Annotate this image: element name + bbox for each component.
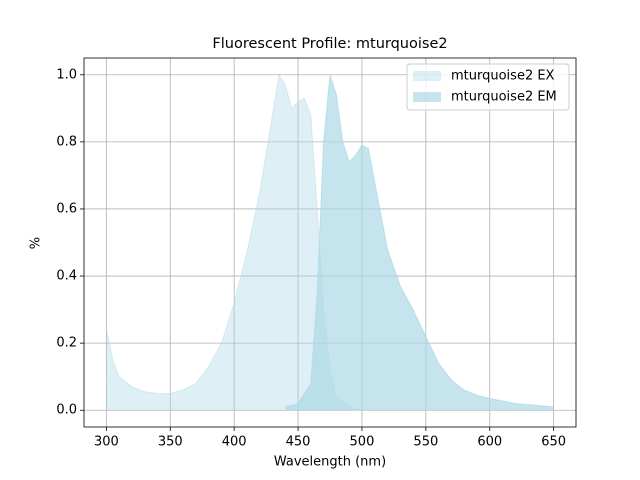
x-tick-label: 650	[541, 435, 566, 450]
y-tick-label: 0.0	[56, 403, 77, 418]
legend-label: mturquoise2 EX	[451, 69, 555, 84]
y-tick-label: 0.2	[56, 336, 77, 351]
y-tick-label: 0.6	[56, 201, 77, 216]
legend-swatch	[413, 71, 441, 81]
x-tick-label: 600	[477, 435, 502, 450]
x-tick-label: 350	[158, 435, 183, 450]
chart-title: Fluorescent Profile: mturquoise2	[212, 36, 447, 52]
x-tick-label: 500	[350, 435, 375, 450]
x-tick-label: 400	[222, 435, 247, 450]
legend-swatch	[413, 92, 441, 102]
area-edge	[285, 74, 554, 408]
plot-frame	[83, 57, 577, 428]
y-tick-label: 0.4	[56, 269, 77, 284]
y-tick-label: 0.8	[56, 134, 77, 149]
legend	[406, 63, 570, 111]
y-tick-label: 1.0	[56, 67, 77, 82]
x-tick-label: 550	[413, 435, 438, 450]
y-axis-label: %	[29, 237, 44, 249]
x-tick-label: 300	[94, 435, 119, 450]
x-tick-label: 450	[286, 435, 311, 450]
x-axis-label: Wavelength (nm)	[274, 455, 386, 470]
legend-label: mturquoise2 EM	[451, 90, 557, 105]
area-fill	[106, 74, 362, 411]
